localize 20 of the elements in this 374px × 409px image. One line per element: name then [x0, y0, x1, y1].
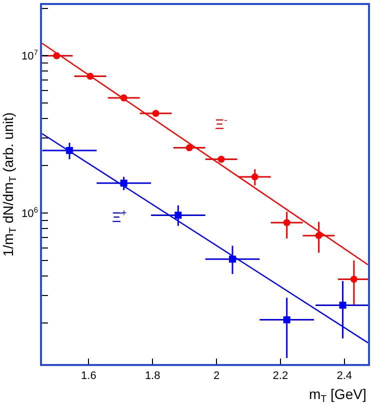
y-tick-label: 10$^{6}$ — [22, 205, 38, 220]
point — [283, 219, 290, 226]
point — [315, 232, 322, 240]
point — [152, 110, 160, 117]
x-tick-label: 2 — [213, 370, 220, 382]
x-tick-label: 2.4 — [336, 370, 352, 382]
point — [350, 276, 358, 283]
point — [251, 173, 258, 180]
x-tick-label: 1.8 — [144, 370, 160, 382]
x-tick-label: 1.6 — [81, 370, 96, 382]
y-tick-label: 10$^{7}$ — [22, 48, 38, 63]
series-label: Ξ$^{-}$ — [215, 115, 228, 132]
x-axis-title: m$_{T}$ [GeV] — [309, 386, 366, 405]
legend-label: Ξ̄$^{+}$ — [112, 208, 128, 225]
point — [186, 144, 193, 152]
point — [174, 212, 182, 219]
point — [283, 316, 290, 324]
x-tick-label: 2.2 — [272, 370, 288, 382]
point — [339, 302, 346, 309]
point — [218, 156, 225, 163]
